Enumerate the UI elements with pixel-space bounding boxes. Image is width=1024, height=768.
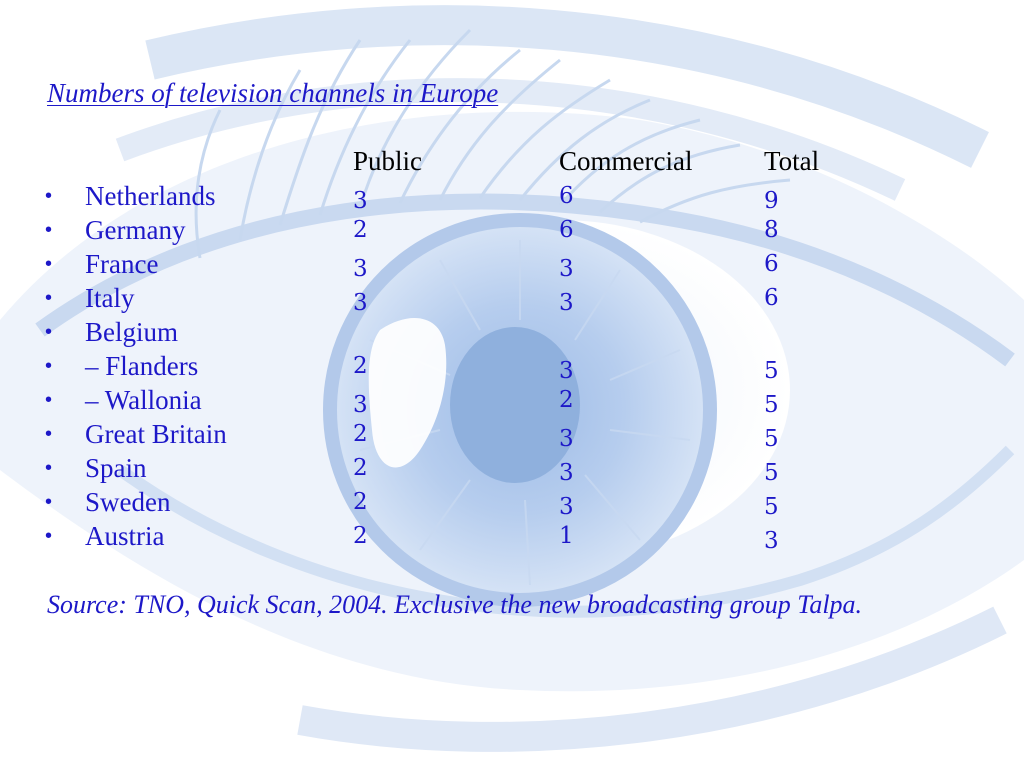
country-name: Netherlands [85, 181, 216, 211]
commercial-count: 3 [559, 358, 574, 384]
country-name: Belgium [85, 317, 178, 347]
table-row: • France 3 3 6 [0, 247, 1024, 282]
table-row: • – Wallonia 3 2 5 [0, 383, 1024, 418]
table-row: • Italy 3 3 6 [0, 281, 1024, 316]
public-count: 3 [353, 188, 368, 214]
column-header-commercial: Commercial [559, 146, 693, 176]
commercial-count: 3 [559, 494, 574, 520]
commercial-count: 3 [559, 256, 574, 282]
table-row: • Netherlands 3 6 9 [0, 179, 1024, 214]
commercial-count: 2 [559, 387, 574, 413]
country-name: France [85, 249, 159, 279]
commercial-count: 6 [559, 183, 574, 209]
commercial-count: 3 [559, 460, 574, 486]
country-name: Germany [85, 215, 186, 245]
table-row: • Great Britain 2 3 5 [0, 417, 1024, 452]
total-count: 6 [764, 285, 779, 311]
column-header-total: Total [764, 146, 820, 176]
total-count: 5 [764, 358, 779, 384]
table-row: • – Flanders 2 3 5 [0, 349, 1024, 384]
bullet-icon: • [45, 525, 53, 547]
country-name: – Flanders [85, 351, 199, 381]
public-count: 2 [353, 455, 368, 481]
public-count: 2 [353, 217, 368, 243]
bullet-icon: • [45, 321, 53, 343]
country-name: Spain [85, 453, 147, 483]
total-count: 5 [764, 392, 779, 418]
public-count: 2 [353, 523, 368, 549]
country-name: – Wallonia [85, 385, 202, 415]
total-count: 5 [764, 426, 779, 452]
total-count: 5 [764, 494, 779, 520]
source-note: Source: TNO, Quick Scan, 2004. Exclusive… [47, 590, 863, 619]
commercial-count: 6 [559, 217, 574, 243]
public-count: 2 [353, 421, 368, 447]
table-row: • Spain 2 3 5 [0, 451, 1024, 486]
total-count: 9 [764, 188, 779, 214]
public-count: 3 [353, 256, 368, 282]
table-row: • Sweden 2 3 5 [0, 485, 1024, 520]
bullet-icon: • [45, 219, 53, 241]
table-row: • Austria 2 1 3 [0, 519, 1024, 554]
total-count: 6 [764, 251, 779, 277]
bullet-icon: • [45, 355, 53, 377]
commercial-count: 3 [559, 290, 574, 316]
public-count: 2 [353, 489, 368, 515]
bullet-icon: • [45, 423, 53, 445]
page-title: Numbers of television channels in Europe [47, 78, 499, 108]
country-name: Great Britain [85, 419, 227, 449]
total-count: 5 [764, 460, 779, 486]
country-name: Sweden [85, 487, 171, 517]
public-count: 2 [353, 353, 368, 379]
column-header-public: Public [353, 146, 423, 176]
bullet-icon: • [45, 457, 53, 479]
country-name: Austria [85, 521, 165, 551]
bullet-icon: • [45, 253, 53, 275]
bullet-icon: • [45, 389, 53, 411]
table-row: • Germany 2 6 8 [0, 213, 1024, 247]
total-count: 8 [764, 217, 779, 243]
commercial-count: 1 [559, 523, 574, 549]
public-count: 3 [353, 290, 368, 316]
bullet-icon: • [45, 185, 53, 207]
table-row: • Belgium [0, 315, 1024, 349]
public-count: 3 [353, 392, 368, 418]
bullet-icon: • [45, 287, 53, 309]
bullet-icon: • [45, 491, 53, 513]
total-count: 3 [764, 528, 779, 554]
commercial-count: 3 [559, 426, 574, 452]
country-name: Italy [85, 283, 135, 313]
